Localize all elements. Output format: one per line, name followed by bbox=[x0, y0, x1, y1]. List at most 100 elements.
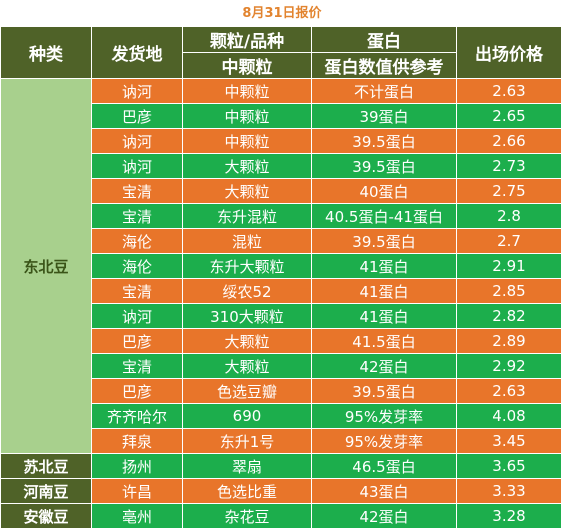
protein-cell: 43蛋白 bbox=[311, 478, 457, 504]
protein-cell: 40.5蛋白-41蛋白 bbox=[311, 203, 457, 229]
grain-cell: 翠扇 bbox=[182, 453, 312, 479]
header-grain: 颗粒/品种 bbox=[182, 26, 312, 53]
origin-cell: 拜泉 bbox=[91, 428, 183, 454]
category-cell: 河南豆 bbox=[0, 478, 92, 504]
grain-cell: 绥农52 bbox=[182, 278, 312, 304]
header-grain-sub: 中颗粒 bbox=[182, 52, 312, 79]
origin-cell: 宝清 bbox=[91, 278, 183, 304]
grain-cell: 大颗粒 bbox=[182, 153, 312, 179]
grain-cell: 大颗粒 bbox=[182, 178, 312, 204]
table-row: 河南豆 许昌 色选比重 43蛋白 3.33 bbox=[0, 478, 562, 504]
price-cell: 3.45 bbox=[456, 428, 562, 454]
price-cell: 2.65 bbox=[456, 103, 562, 129]
price-cell: 2.8 bbox=[456, 203, 562, 229]
category-cell: 东北豆 bbox=[0, 78, 92, 454]
grain-cell: 东升1号 bbox=[182, 428, 312, 454]
category-cell: 苏北豆 bbox=[0, 453, 92, 479]
table-row: 巴彦 色选豆瓣 39.5蛋白 2.63 bbox=[1, 378, 562, 404]
grain-cell: 690 bbox=[182, 403, 312, 429]
grain-cell: 大颗粒 bbox=[182, 328, 312, 354]
protein-cell: 不计蛋白 bbox=[311, 78, 457, 104]
table-row: 齐齐哈尔 690 95%发芽率 4.08 bbox=[1, 403, 562, 429]
table-row: 巴彦 中颗粒 39蛋白 2.65 bbox=[1, 103, 562, 129]
origin-cell: 宝清 bbox=[91, 353, 183, 379]
origin-cell: 讷河 bbox=[91, 303, 183, 329]
price-cell: 3.33 bbox=[456, 478, 562, 504]
table-row: 安徽豆 亳州 杂花豆 42蛋白 3.28 bbox=[0, 503, 562, 529]
price-cell: 2.82 bbox=[456, 303, 562, 329]
price-cell: 3.65 bbox=[456, 453, 562, 479]
table-row: 讷河 大颗粒 39.5蛋白 2.73 bbox=[1, 153, 562, 179]
origin-cell: 巴彦 bbox=[91, 328, 183, 354]
protein-cell: 41蛋白 bbox=[311, 278, 457, 304]
header-protein-sub: 蛋白数值供参考 bbox=[311, 52, 457, 79]
price-cell: 2.7 bbox=[456, 228, 562, 254]
table-row: 讷河 310大颗粒 41蛋白 2.82 bbox=[1, 303, 562, 329]
protein-cell: 40蛋白 bbox=[311, 178, 457, 204]
grain-cell: 中颗粒 bbox=[182, 78, 312, 104]
origin-cell: 扬州 bbox=[91, 453, 183, 479]
price-cell: 2.89 bbox=[456, 328, 562, 354]
table-row: 拜泉 东升1号 95%发芽率 3.45 bbox=[1, 428, 562, 454]
grain-cell: 中颗粒 bbox=[182, 103, 312, 129]
origin-cell: 齐齐哈尔 bbox=[91, 403, 183, 429]
price-cell: 2.63 bbox=[456, 378, 562, 404]
protein-cell: 39.5蛋白 bbox=[311, 378, 457, 404]
table-row: 宝清 绥农52 41蛋白 2.85 bbox=[1, 278, 562, 304]
protein-cell: 39.5蛋白 bbox=[311, 228, 457, 254]
table-row: 东北豆 讷河 中颗粒 不计蛋白 2.63 bbox=[0, 78, 562, 454]
header-protein: 蛋白 bbox=[311, 26, 457, 53]
price-cell: 2.66 bbox=[456, 128, 562, 154]
grain-cell: 色选比重 bbox=[182, 478, 312, 504]
grain-cell: 大颗粒 bbox=[182, 353, 312, 379]
grain-cell: 混粒 bbox=[182, 228, 312, 254]
protein-cell: 41.5蛋白 bbox=[311, 328, 457, 354]
table-row: 海伦 混粒 39.5蛋白 2.7 bbox=[1, 228, 562, 254]
price-cell: 2.91 bbox=[456, 253, 562, 279]
protein-cell: 95%发芽率 bbox=[311, 403, 457, 429]
origin-cell: 宝清 bbox=[91, 178, 183, 204]
price-cell: 3.28 bbox=[456, 503, 562, 529]
table-row: 宝清 东升混粒 40.5蛋白-41蛋白 2.8 bbox=[1, 203, 562, 229]
price-cell: 4.08 bbox=[456, 403, 562, 429]
header-origin: 发货地 bbox=[91, 26, 183, 79]
grain-cell: 东升混粒 bbox=[182, 203, 312, 229]
price-cell: 2.85 bbox=[456, 278, 562, 304]
table-row: 海伦 东升大颗粒 41蛋白 2.91 bbox=[1, 253, 562, 279]
price-cell: 2.63 bbox=[456, 78, 562, 104]
page-title: 8月31日报价 bbox=[242, 6, 322, 21]
table-row: 宝清 大颗粒 40蛋白 2.75 bbox=[1, 178, 562, 204]
origin-cell: 亳州 bbox=[91, 503, 183, 529]
table-row: 讷河 中颗粒 39.5蛋白 2.66 bbox=[1, 128, 562, 154]
price-cell: 2.92 bbox=[456, 353, 562, 379]
category-cell: 安徽豆 bbox=[0, 503, 92, 529]
origin-cell: 海伦 bbox=[91, 253, 183, 279]
price-table: 种类 发货地 颗粒/品种 蛋白 出场价格 中颗粒 蛋白数值供参考 东北豆 讷河 中颗… bbox=[0, 26, 562, 529]
grain-cell: 杂花豆 bbox=[182, 503, 312, 529]
header-price: 出场价格 bbox=[456, 26, 562, 79]
grain-cell: 中颗粒 bbox=[182, 128, 312, 154]
protein-cell: 46.5蛋白 bbox=[311, 453, 457, 479]
protein-cell: 42蛋白 bbox=[311, 503, 457, 529]
header-category: 种类 bbox=[0, 26, 92, 79]
grain-cell: 色选豆瓣 bbox=[182, 378, 312, 404]
origin-cell: 讷河 bbox=[91, 153, 183, 179]
protein-cell: 39.5蛋白 bbox=[311, 153, 457, 179]
grain-cell: 东升大颗粒 bbox=[182, 253, 312, 279]
price-cell: 2.75 bbox=[456, 178, 562, 204]
price-cell: 2.73 bbox=[456, 153, 562, 179]
origin-cell: 许昌 bbox=[91, 478, 183, 504]
table-body: 东北豆 讷河 中颗粒 不计蛋白 2.63 巴彦 中颗粒 39蛋白 2.65 讷河 中颗粒 39.5蛋白… bbox=[0, 78, 562, 529]
protein-cell: 41蛋白 bbox=[311, 253, 457, 279]
origin-cell: 巴彦 bbox=[91, 103, 183, 129]
origin-cell: 巴彦 bbox=[91, 378, 183, 404]
origin-cell: 海伦 bbox=[91, 228, 183, 254]
protein-cell: 39.5蛋白 bbox=[311, 128, 457, 154]
origin-cell: 宝清 bbox=[91, 203, 183, 229]
protein-cell: 95%发芽率 bbox=[311, 428, 457, 454]
origin-cell: 讷河 bbox=[91, 128, 183, 154]
protein-cell: 42蛋白 bbox=[311, 353, 457, 379]
origin-cell: 讷河 bbox=[91, 78, 183, 104]
grain-cell: 310大颗粒 bbox=[182, 303, 312, 329]
table-row: 苏北豆 扬州 翠扇 46.5蛋白 3.65 bbox=[0, 453, 562, 479]
